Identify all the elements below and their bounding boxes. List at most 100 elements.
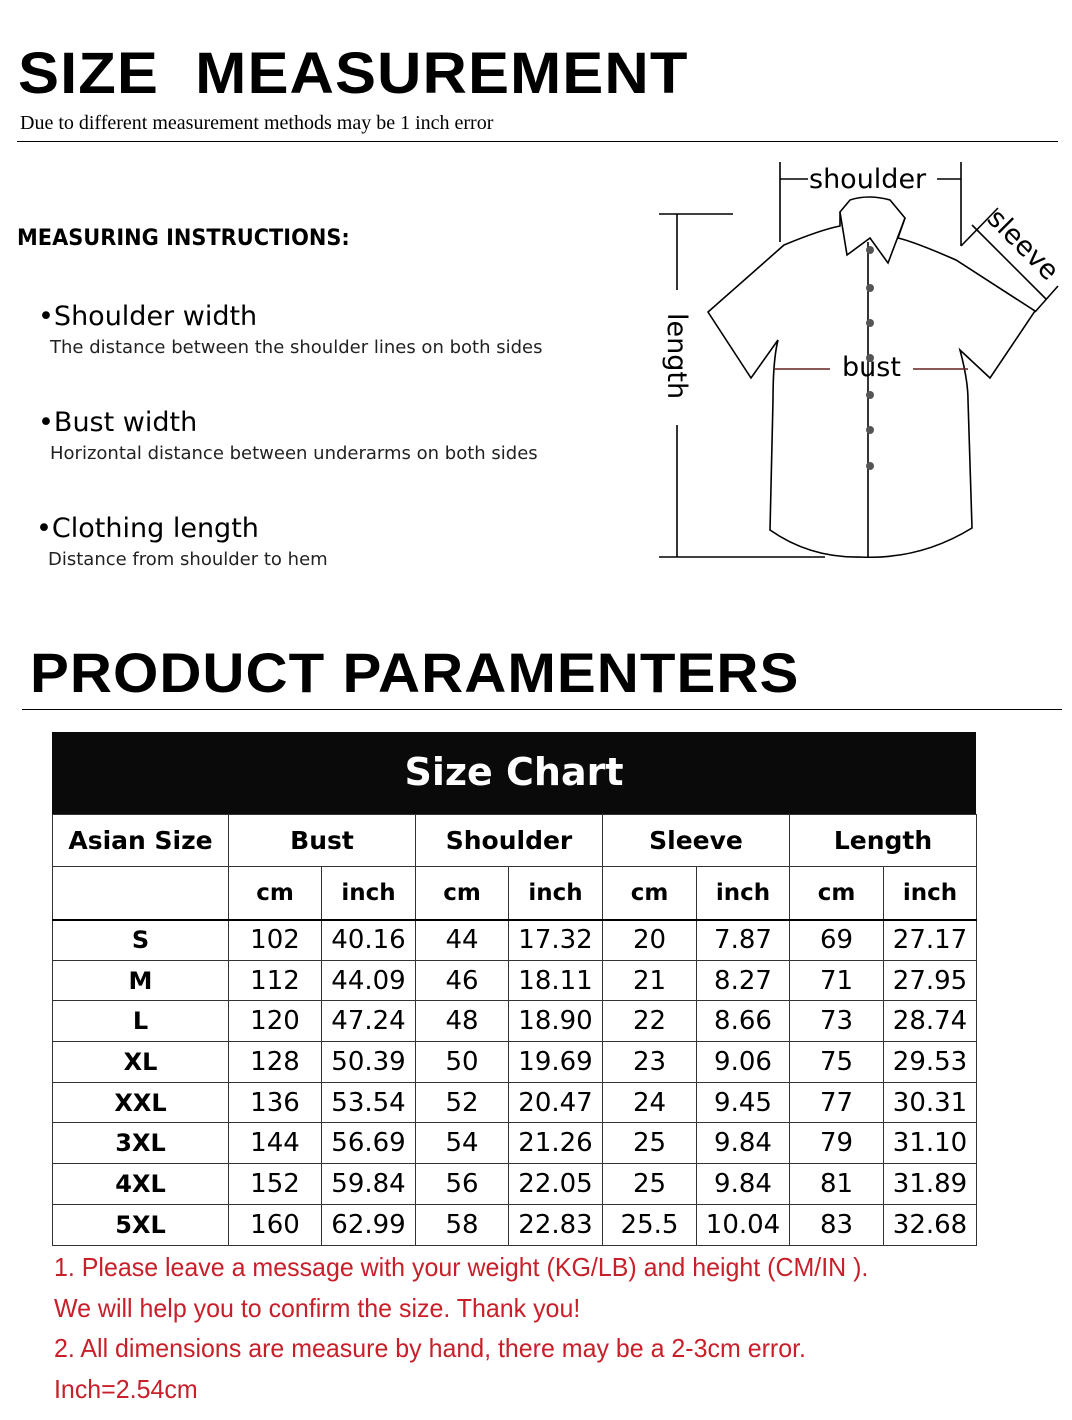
unit-header: cm bbox=[789, 866, 884, 921]
note-line: 1. Please leave a message with your weig… bbox=[54, 1252, 869, 1282]
value-cell: 44 bbox=[415, 919, 509, 961]
value-cell: 160 bbox=[228, 1203, 322, 1246]
value-cell: 21.26 bbox=[508, 1122, 603, 1165]
value-cell: 46 bbox=[415, 959, 509, 1002]
value-cell: 81 bbox=[789, 1163, 884, 1205]
value-cell: 21 bbox=[602, 959, 697, 1002]
value-cell: 54 bbox=[415, 1122, 509, 1165]
col-header: Asian Size bbox=[52, 814, 229, 867]
value-cell: 22 bbox=[602, 1000, 697, 1043]
value-cell: 136 bbox=[228, 1081, 322, 1124]
value-cell: 152 bbox=[228, 1163, 322, 1205]
value-cell: 52 bbox=[415, 1081, 509, 1124]
value-cell: 10.04 bbox=[696, 1203, 790, 1246]
value-cell: 120 bbox=[228, 1000, 322, 1043]
value-cell: 25 bbox=[602, 1122, 697, 1165]
value-cell: 58 bbox=[415, 1203, 509, 1246]
item-desc-length: Distance from shoulder to hem bbox=[48, 549, 328, 570]
shirt-diagram: shoulder bust sleeve length bbox=[659, 162, 1065, 559]
value-cell: 56.69 bbox=[321, 1122, 416, 1165]
value-cell: 112 bbox=[228, 959, 322, 1002]
unit-header: cm bbox=[228, 866, 322, 921]
size-cell: 5XL bbox=[52, 1203, 229, 1246]
value-cell: 9.45 bbox=[696, 1081, 790, 1124]
value-cell: 27.95 bbox=[882, 959, 978, 1002]
value-cell: 8.66 bbox=[696, 1000, 790, 1043]
value-cell: 83 bbox=[789, 1203, 884, 1246]
value-cell: 7.87 bbox=[696, 919, 790, 961]
unit-header: inch bbox=[882, 866, 978, 921]
col-header: Length bbox=[788, 814, 978, 867]
value-cell: 144 bbox=[228, 1122, 322, 1165]
value-cell: 19.69 bbox=[508, 1041, 603, 1083]
value-cell: 75 bbox=[789, 1041, 884, 1083]
size-cell: XL bbox=[52, 1041, 229, 1083]
table-row: 3XL 144 56.69 54 21.26 25 9.84 79 31.10 bbox=[52, 1122, 978, 1165]
size-cell: L bbox=[52, 1000, 229, 1043]
value-cell: 8.27 bbox=[696, 959, 790, 1002]
label-length: length bbox=[661, 313, 692, 399]
value-cell: 9.84 bbox=[696, 1163, 790, 1205]
item-title-shoulder: •Shoulder width bbox=[38, 301, 258, 332]
unit-header: inch bbox=[321, 866, 416, 921]
size-table: Asian Size Bust Shoulder Sleeve Length c… bbox=[52, 814, 978, 1246]
section-title-product-parameters: PRODUCT PARAMENTERS bbox=[30, 641, 800, 704]
value-cell: 31.89 bbox=[882, 1163, 978, 1205]
size-cell: 4XL bbox=[52, 1163, 229, 1205]
value-cell: 9.06 bbox=[696, 1041, 790, 1083]
value-cell: 47.24 bbox=[321, 1000, 416, 1043]
table-row: 4XL 152 59.84 56 22.05 25 9.84 81 31.89 bbox=[52, 1163, 978, 1205]
value-cell: 29.53 bbox=[882, 1041, 978, 1083]
size-chart: Size Chart Asian Size Bust Shoulder Slee… bbox=[52, 732, 978, 1246]
size-cell: 3XL bbox=[52, 1122, 229, 1165]
divider bbox=[22, 709, 1062, 710]
value-cell: 25 bbox=[602, 1163, 697, 1205]
table-row: S 102 40.16 44 17.32 20 7.87 69 27.17 bbox=[52, 919, 978, 961]
col-header: Bust bbox=[228, 814, 416, 867]
measurement-note: Due to different measurement methods may… bbox=[20, 112, 494, 134]
unit-row: cm inch cm inch cm inch cm inch bbox=[52, 866, 978, 921]
value-cell: 25.5 bbox=[602, 1203, 697, 1246]
value-cell: 48 bbox=[415, 1000, 509, 1043]
value-cell: 9.84 bbox=[696, 1122, 790, 1165]
value-cell: 50 bbox=[415, 1041, 509, 1083]
value-cell: 22.83 bbox=[508, 1203, 603, 1246]
table-row: XXL 136 53.54 52 20.47 24 9.45 77 30.31 bbox=[52, 1081, 978, 1124]
notes: 1. Please leave a message with your weig… bbox=[54, 1247, 868, 1409]
unit-header: cm bbox=[602, 866, 697, 921]
note-line: We will help you to confirm the size. Th… bbox=[54, 1292, 581, 1323]
value-cell: 50.39 bbox=[321, 1041, 416, 1083]
value-cell: 27.17 bbox=[882, 919, 978, 961]
item-title-bust: •Bust width bbox=[38, 407, 198, 438]
table-row: 5XL 160 62.99 58 22.83 25.5 10.04 83 32.68 bbox=[52, 1203, 978, 1246]
table-row: XL 128 50.39 50 19.69 23 9.06 75 29.53 bbox=[52, 1041, 978, 1083]
value-cell: 53.54 bbox=[321, 1081, 416, 1124]
unit-header: inch bbox=[696, 866, 790, 921]
value-cell: 23 bbox=[602, 1041, 697, 1083]
value-cell: 77 bbox=[789, 1081, 884, 1124]
value-cell: 20.47 bbox=[508, 1081, 603, 1124]
value-cell: 28.74 bbox=[882, 1000, 978, 1043]
value-cell: 31.10 bbox=[882, 1122, 978, 1165]
value-cell: 56 bbox=[415, 1163, 509, 1205]
col-header: Sleeve bbox=[602, 814, 790, 867]
value-cell: 79 bbox=[789, 1122, 884, 1165]
value-cell: 59.84 bbox=[321, 1163, 416, 1205]
value-cell: 20 bbox=[602, 919, 697, 961]
value-cell: 32.68 bbox=[882, 1203, 978, 1246]
blank-cell bbox=[52, 866, 229, 921]
value-cell: 73 bbox=[789, 1000, 884, 1043]
size-cell: S bbox=[52, 919, 229, 961]
size-cell: XXL bbox=[52, 1081, 229, 1124]
value-cell: 30.31 bbox=[882, 1081, 978, 1124]
instructions-heading: MEASURING INSTRUCTIONS: bbox=[17, 226, 350, 251]
size-chart-title: Size Chart bbox=[52, 732, 976, 814]
unit-header: inch bbox=[508, 866, 603, 921]
value-cell: 102 bbox=[228, 919, 322, 961]
header-row: Asian Size Bust Shoulder Sleeve Length bbox=[52, 814, 978, 867]
item-desc-bust: Horizontal distance between underarms on… bbox=[50, 443, 538, 464]
section-title-size-measurement: SIZE MEASUREMENT bbox=[18, 41, 689, 106]
value-cell: 24 bbox=[602, 1081, 697, 1124]
label-bust: bust bbox=[842, 352, 901, 383]
value-cell: 18.11 bbox=[508, 959, 603, 1002]
